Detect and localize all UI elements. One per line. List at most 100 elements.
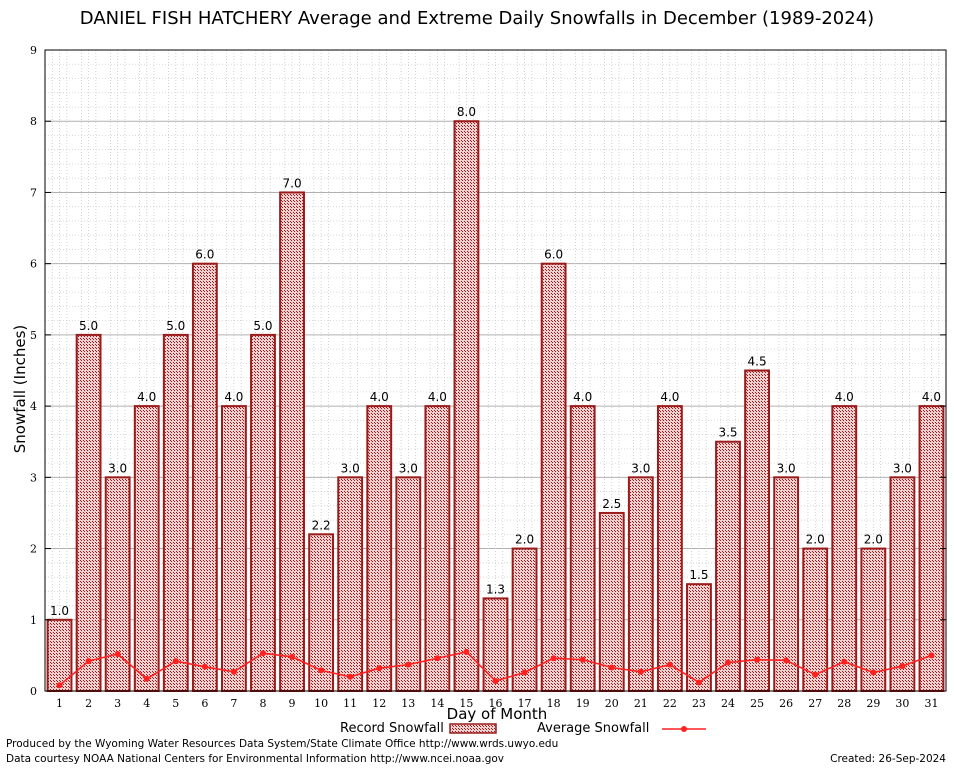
record-bar: [133, 405, 160, 692]
average-point: [376, 665, 383, 672]
record-bar: [627, 476, 654, 693]
record-bar: [656, 405, 683, 692]
average-point: [85, 658, 92, 665]
average-point: [230, 668, 237, 675]
bar-value-label: 2.0: [864, 533, 883, 547]
average-point: [695, 679, 702, 686]
bar-value-label: 3.0: [108, 461, 127, 475]
x-tick-label: 7: [230, 697, 237, 710]
y-tick-label: 9: [30, 44, 37, 57]
average-point: [114, 650, 121, 657]
record-bar: [75, 333, 102, 692]
x-tick-label: 29: [866, 697, 880, 710]
x-tick-label: 17: [518, 697, 532, 710]
average-point: [870, 669, 877, 676]
x-tick-label: 13: [401, 697, 415, 710]
average-point: [579, 656, 586, 663]
average-point: [608, 664, 615, 671]
y-tick-label: 1: [30, 614, 37, 627]
record-bar: [918, 405, 945, 692]
record-bar: [540, 262, 567, 692]
x-tick-label: 1: [56, 697, 63, 710]
bar-value-label: 5.0: [166, 319, 185, 333]
record-bar: [366, 405, 393, 692]
average-point: [666, 661, 673, 668]
average-point: [289, 653, 296, 660]
x-tick-label: 2: [85, 697, 92, 710]
legend-average-marker: [681, 726, 687, 732]
x-tick-label: 11: [343, 697, 357, 710]
record-bar: [162, 333, 189, 692]
y-tick-label: 3: [30, 471, 37, 484]
y-tick-label: 0: [30, 685, 37, 698]
average-point: [405, 661, 412, 668]
bar-value-label: 4.0: [922, 390, 941, 404]
x-tick-label: 9: [289, 697, 296, 710]
average-point: [347, 673, 354, 680]
average-point: [725, 659, 732, 666]
plot-frame: [44, 49, 947, 692]
average-point: [637, 668, 644, 675]
record-bar: [744, 369, 770, 692]
legend-average-label: Average Snowfall: [537, 721, 650, 736]
bar-value-label: 1.3: [486, 582, 505, 596]
average-point: [899, 663, 906, 670]
average-point: [56, 682, 63, 689]
bar-value-label: 3.5: [718, 426, 737, 440]
x-tick-label: 21: [634, 697, 648, 710]
average-point: [812, 671, 819, 678]
record-bar: [453, 120, 480, 692]
bar-value-label: 3.0: [341, 461, 360, 475]
bar-value-label: 4.0: [835, 390, 854, 404]
bar-value-label: 2.5: [602, 497, 621, 511]
x-tick-label: 4: [143, 697, 150, 710]
y-tick-label: 2: [30, 543, 37, 556]
chart-title: DANIEL FISH HATCHERY Average and Extreme…: [79, 8, 875, 29]
y-tick-label: 5: [30, 329, 37, 342]
bar-value-label: 1.0: [50, 604, 69, 618]
y-tick-label: 7: [30, 186, 37, 199]
x-tick-label: 14: [430, 697, 444, 710]
average-point: [550, 655, 557, 662]
y-tick-label: 8: [30, 115, 37, 128]
record-bar: [395, 476, 422, 693]
x-tick-label: 6: [201, 697, 208, 710]
footer-created: Created: 26-Sep-2024: [830, 753, 946, 765]
bar-value-label: 5.0: [253, 319, 272, 333]
x-tick-label: 20: [605, 697, 619, 710]
x-tick-label: 31: [924, 697, 938, 710]
bar-value-label: 7.0: [283, 176, 302, 190]
x-tick-label: 26: [779, 697, 793, 710]
x-tick-label: 28: [837, 697, 851, 710]
x-tick-label: 24: [721, 697, 735, 710]
bar-value-label: 2.0: [806, 533, 825, 547]
bar-value-label: 4.5: [748, 355, 767, 369]
x-tick-label: 5: [172, 697, 179, 710]
footer-produced-by: Produced by the Wyoming Water Resources …: [6, 738, 559, 750]
average-point: [434, 655, 441, 662]
x-tick-label: 8: [259, 697, 266, 710]
bar-value-label: 2.2: [312, 518, 331, 532]
average-point: [521, 669, 528, 676]
record-bar: [221, 405, 247, 692]
average-point: [318, 667, 325, 674]
x-tick-label: 12: [372, 697, 386, 710]
y-tick-label: 6: [30, 258, 37, 271]
average-point: [841, 658, 848, 665]
average-point: [143, 675, 150, 682]
x-tick-label: 3: [114, 697, 121, 710]
record-bar: [46, 618, 73, 692]
average-point: [259, 650, 266, 657]
record-bar: [279, 191, 305, 692]
bar-value-label: 3.0: [777, 461, 796, 475]
average-point: [463, 648, 470, 655]
bar-value-label: 4.0: [224, 390, 243, 404]
x-tick-label: 25: [750, 697, 764, 710]
x-tick-label: 23: [692, 697, 706, 710]
average-point: [783, 657, 790, 664]
average-point: [492, 678, 499, 685]
average-point: [928, 652, 935, 659]
bar-value-label: 3.0: [893, 461, 912, 475]
record-bar: [424, 405, 451, 692]
bar-value-label: 1.5: [689, 568, 708, 582]
